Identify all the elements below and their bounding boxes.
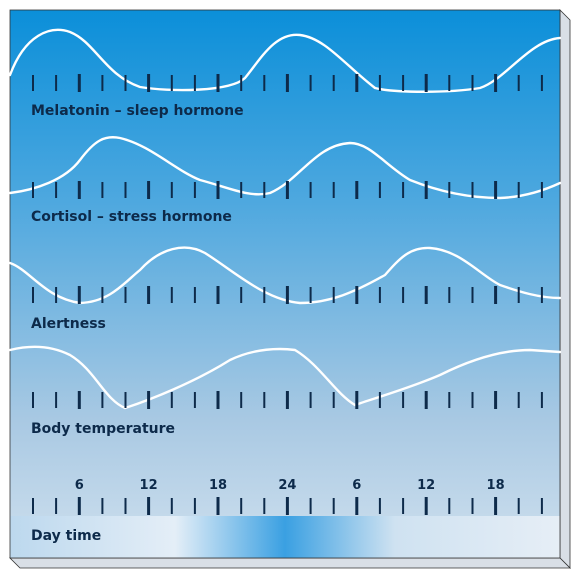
panel-label-body-temperature: Body temperature <box>31 421 175 437</box>
time-label: 18 <box>209 478 227 493</box>
time-label: 24 <box>278 478 296 493</box>
tick-row-alertness <box>32 286 543 304</box>
frame-right-edge <box>559 9 571 569</box>
melatonin-curve <box>8 28 562 93</box>
time-axis-labels: 6 12 18 24 6 12 18 <box>75 478 505 493</box>
cortisol-curve <box>8 136 562 200</box>
time-label: 12 <box>140 478 158 493</box>
panel-label-alertness: Alertness <box>31 316 106 332</box>
tick-row-body-temperature <box>32 391 543 409</box>
panel-label-cortisol: Cortisol – stress hormone <box>31 209 232 225</box>
tick-row-day-time <box>32 497 543 515</box>
time-label: 6 <box>75 478 84 493</box>
time-label: 6 <box>352 478 361 493</box>
tick-row-melatonin <box>32 74 543 92</box>
time-label: 12 <box>417 478 435 493</box>
time-label: 18 <box>487 478 505 493</box>
panel-label-melatonin: Melatonin – sleep hormone <box>31 103 244 119</box>
frame-bottom-edge <box>9 557 571 569</box>
panel-border <box>9 9 561 559</box>
tick-row-cortisol <box>32 181 543 199</box>
body-temperature-curve <box>8 345 562 410</box>
panel-label-day-time: Day time <box>31 528 101 544</box>
sky-background <box>10 10 560 558</box>
alertness-curve <box>8 246 562 305</box>
day-time-band <box>10 516 560 558</box>
